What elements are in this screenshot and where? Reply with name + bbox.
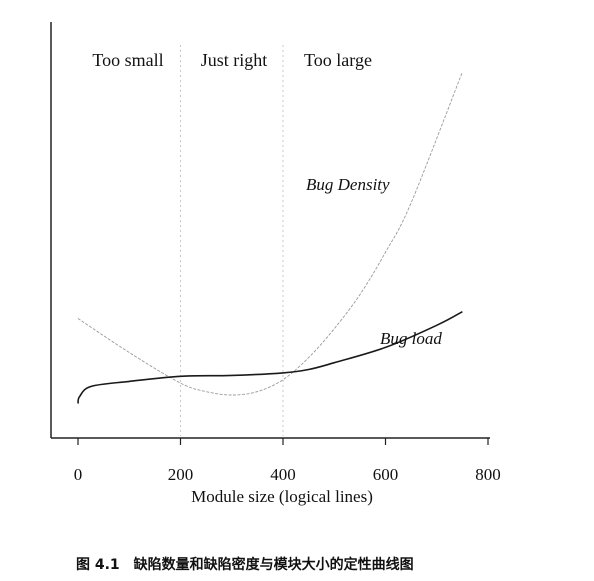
chart-axes (50, 22, 490, 439)
region-labels: Too small Just right Too large (92, 50, 372, 70)
x-axis-ticks: 0 200 400 600 800 (74, 438, 501, 484)
region-label: Too small (92, 50, 163, 70)
region-dividers (180, 45, 284, 436)
x-axis-title: Module size (logical lines) (191, 487, 373, 506)
series-line-bug-load (77, 310, 463, 404)
x-tick-label: 200 (168, 465, 194, 484)
series-lines (77, 71, 463, 404)
region-label: Just right (201, 50, 268, 70)
x-tick-label: 400 (270, 465, 296, 484)
x-tick-label: 800 (475, 465, 501, 484)
figure-caption: 图 4.1 缺陷数量和缺陷密度与模块大小的定性曲线图 (76, 556, 414, 573)
x-tick-label: 600 (373, 465, 399, 484)
series-label: Bug Density (306, 175, 390, 194)
series-label: Bug load (380, 329, 442, 348)
series-line-bug-density (77, 71, 463, 396)
x-tick-label: 0 (74, 465, 83, 484)
series-labels: Bug Density Bug load (306, 175, 442, 348)
region-label: Too large (304, 50, 372, 70)
